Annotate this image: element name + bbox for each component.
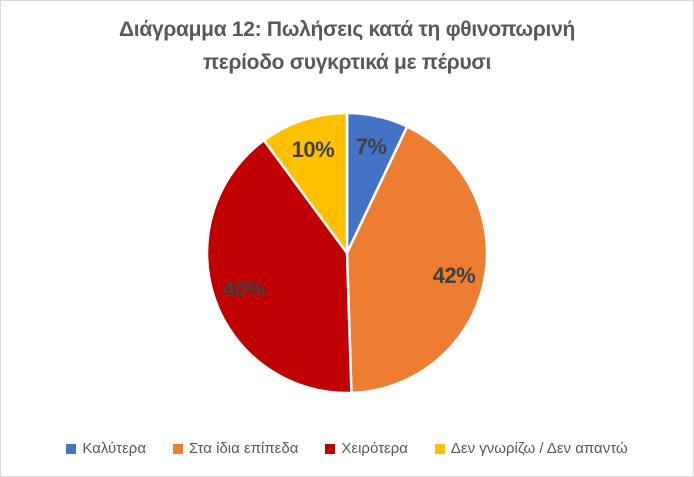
pie-slice-2 xyxy=(345,125,489,395)
legend-item-2: Στα ίδια επίπεδα xyxy=(173,440,298,458)
legend-label: Στα ίδια επίπεδα xyxy=(189,440,299,457)
legend-swatch xyxy=(325,444,336,454)
chart-title-line2: περίοδο συγκρτικά με πέρυσι xyxy=(203,51,491,74)
chart-title: Διάγραμμα 12: Πωλήσεις κατά τη φθινοπωρι… xyxy=(1,13,693,79)
pie-slice-label-1: 7% xyxy=(356,134,387,159)
legend-swatch xyxy=(66,444,77,454)
pie-slice-label-2: 42% xyxy=(433,263,476,288)
chart-title-line1: Διάγραμμα 12: Πωλήσεις κατά τη φθινοπωρι… xyxy=(119,18,575,41)
legend: Καλύτερα Στα ίδια επίπεδα Χειρότερα Δεν γνω… xyxy=(1,440,693,458)
pie-slice-3 xyxy=(205,139,353,395)
pie-chart: 7% 42% 40% 10% xyxy=(205,111,489,395)
legend-label: Δεν γνωρίζω / Δεν απαντώ xyxy=(450,440,628,457)
pie-slice-label-3: 40% xyxy=(223,276,266,301)
legend-item-3: Χειρότερα xyxy=(325,440,408,458)
legend-swatch xyxy=(173,444,183,454)
pie-slice-4 xyxy=(262,111,349,255)
legend-label: Χειρότερα xyxy=(341,440,408,457)
legend-label: Καλύτερα xyxy=(82,440,146,457)
pie-slice-label-4: 10% xyxy=(292,137,335,162)
legend-item-4: Δεν γνωρίζω / Δεν απαντώ xyxy=(434,440,628,458)
legend-item-1: Καλύτερα xyxy=(66,440,146,458)
legend-swatch xyxy=(434,444,445,454)
